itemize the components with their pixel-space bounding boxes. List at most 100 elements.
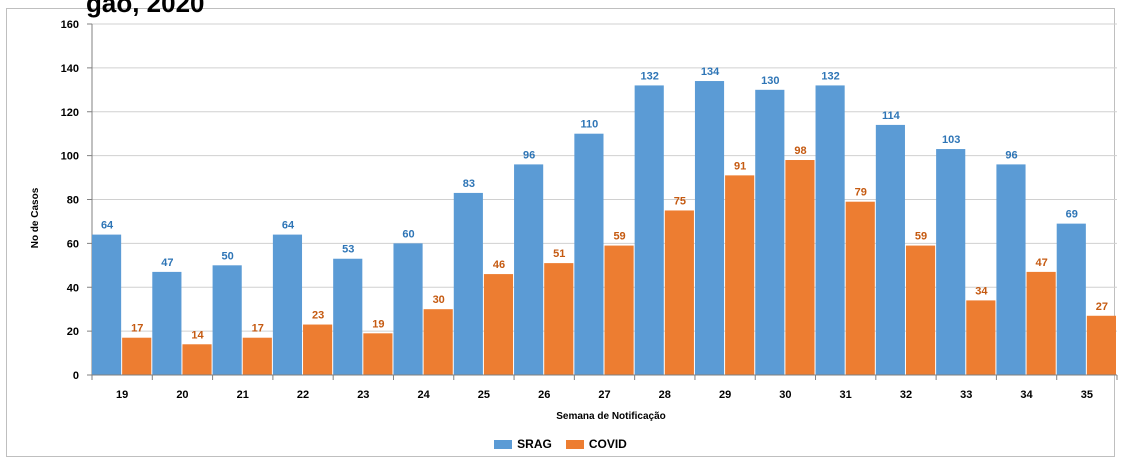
x-tick-label: 24 — [417, 389, 430, 401]
data-label-covid: 47 — [1036, 257, 1048, 269]
bar-covid — [303, 324, 333, 375]
x-tick-label: 21 — [237, 389, 249, 401]
bars — [92, 81, 1116, 376]
bar-covid — [483, 274, 514, 375]
legend-swatch-srag — [494, 439, 513, 449]
x-tick-label: 26 — [538, 389, 550, 401]
data-label-srag: 83 — [463, 178, 475, 190]
bar-srag — [393, 243, 423, 375]
y-axis-ticks: 0 20 40 60 80 100 120 140 160 — [61, 19, 93, 382]
bar-covid — [182, 344, 212, 375]
bar-srag — [815, 85, 845, 376]
data-label-covid: 14 — [191, 329, 204, 341]
data-label-srag: 96 — [1005, 149, 1017, 161]
bar-covid — [664, 210, 694, 375]
y-tick-label: 120 — [61, 107, 79, 119]
y-tick-label: 20 — [67, 326, 79, 338]
data-labels: 64 47 50 64 53 60 83 96 110 132 134 130 132 114 103 96 6… — [101, 66, 1108, 341]
chart-title-fragment: gão, 2020 — [86, 0, 205, 18]
data-label-srag: 60 — [402, 228, 414, 240]
y-tick-label: 100 — [61, 151, 79, 163]
data-label-srag: 114 — [882, 110, 901, 122]
bar-srag — [936, 149, 966, 375]
data-label-covid: 34 — [975, 285, 988, 297]
data-label-covid: 75 — [674, 195, 686, 207]
data-label-covid: 51 — [553, 248, 565, 260]
bar-srag — [694, 81, 725, 375]
x-tick-label: 32 — [900, 389, 912, 401]
bar-covid — [423, 309, 453, 375]
data-label-srag: 103 — [942, 134, 960, 146]
data-label-srag: 53 — [342, 244, 354, 256]
x-tick-label: 20 — [176, 389, 188, 401]
legend-swatch-covid — [565, 439, 584, 449]
bar-srag — [1056, 223, 1086, 375]
bar-srag — [634, 85, 664, 376]
bar-covid — [1026, 271, 1056, 375]
x-tick-label: 27 — [598, 389, 610, 401]
y-tick-label: 0 — [73, 370, 79, 382]
data-label-srag: 134 — [701, 66, 720, 78]
x-tick-label: 30 — [779, 389, 791, 401]
data-label-covid: 19 — [372, 318, 384, 330]
data-label-covid: 23 — [312, 310, 324, 322]
bar-covid — [544, 263, 574, 375]
data-label-srag: 64 — [101, 220, 114, 232]
x-tick-label: 29 — [719, 389, 731, 401]
bar-covid — [242, 337, 272, 375]
data-label-srag: 96 — [523, 149, 535, 161]
data-label-covid: 17 — [131, 323, 143, 335]
data-label-srag: 64 — [282, 220, 295, 232]
legend: SRAG COVID — [0, 437, 1121, 451]
data-label-covid: 17 — [252, 323, 264, 335]
y-tick-label: 140 — [61, 63, 79, 75]
y-tick-label: 60 — [67, 238, 79, 250]
legend-label-srag: SRAG — [517, 437, 552, 451]
x-tick-label: 28 — [659, 389, 671, 401]
bar-covid — [604, 245, 634, 375]
bar-covid — [845, 201, 875, 375]
bar-srag — [272, 234, 303, 375]
data-label-covid: 59 — [915, 231, 927, 243]
bar-srag — [875, 124, 905, 375]
y-tick-label: 160 — [61, 19, 79, 31]
bar-srag — [212, 265, 242, 375]
data-label-covid: 98 — [794, 145, 806, 157]
bar-srag — [514, 164, 544, 375]
bar-covid — [122, 337, 152, 375]
bar-srag — [92, 234, 122, 375]
data-label-covid: 27 — [1096, 301, 1108, 313]
data-label-srag: 47 — [161, 257, 173, 269]
bar-srag — [574, 133, 604, 375]
bar-covid — [966, 300, 996, 375]
data-label-srag: 130 — [761, 75, 779, 87]
data-label-covid: 46 — [493, 259, 505, 271]
x-tick-label: 35 — [1081, 389, 1093, 401]
bar-srag — [755, 89, 785, 375]
data-label-srag: 50 — [222, 250, 234, 262]
x-tick-label: 22 — [297, 389, 309, 401]
y-tick-label: 80 — [67, 195, 79, 207]
x-tick-label: 33 — [960, 389, 972, 401]
x-tick-label: 23 — [357, 389, 369, 401]
x-tick-label: 34 — [1020, 389, 1033, 401]
legend-item-srag: SRAG — [494, 437, 552, 451]
bar-srag — [996, 164, 1026, 375]
data-label-covid: 59 — [613, 231, 625, 243]
bar-covid — [725, 175, 755, 375]
y-tick-label: 40 — [67, 282, 79, 294]
bar-srag — [333, 258, 363, 375]
x-axis-ticks: 19 20 21 22 23 24 25 26 27 28 29 30 31 32 33 34 35 — [91, 375, 1118, 401]
legend-label-covid: COVID — [588, 437, 627, 451]
x-tick-label: 25 — [478, 389, 490, 401]
y-axis-title: No de Casos — [30, 187, 41, 248]
bar-srag — [453, 192, 483, 375]
bar-covid — [905, 245, 936, 375]
bar-covid — [785, 160, 815, 375]
data-label-srag: 132 — [641, 70, 659, 82]
data-label-srag: 69 — [1066, 209, 1078, 221]
bar-srag — [152, 271, 182, 375]
x-tick-label: 31 — [840, 389, 852, 401]
